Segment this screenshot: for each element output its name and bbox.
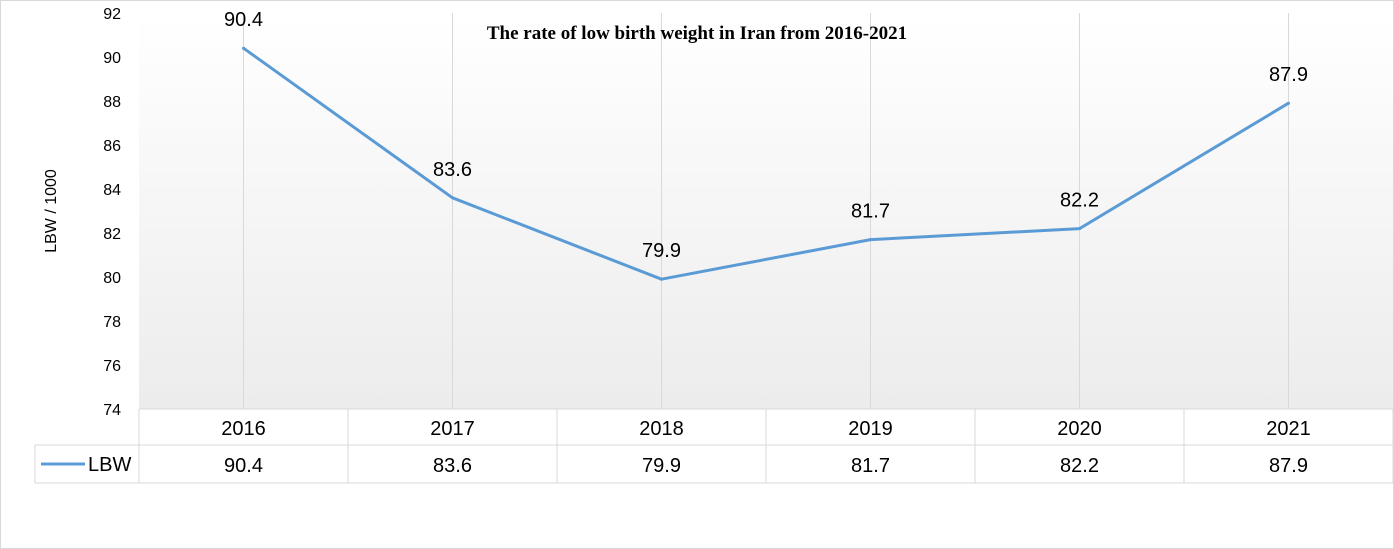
data-point <box>1078 227 1081 231</box>
data-point <box>660 277 663 281</box>
data-labels: 90.4 83.6 79.9 81.7 82.2 87.9 <box>224 9 1308 262</box>
table-value-cell: 87.9 <box>1269 455 1308 477</box>
table-value-cell: 81.7 <box>851 455 890 477</box>
y-axis-label: LBW / 1000 <box>43 169 60 253</box>
series-line-layer <box>242 46 1290 281</box>
y-tick-label: 76 <box>103 358 121 375</box>
y-tick-label: 74 <box>103 402 121 419</box>
x-category-label: 2017 <box>430 418 475 440</box>
y-tick-label: 84 <box>103 182 121 199</box>
x-category-label: 2019 <box>848 418 893 440</box>
y-tick-label: 82 <box>103 226 121 243</box>
y-tick-label: 86 <box>103 138 121 155</box>
chart-title: The rate of low birth weight in Iran fro… <box>487 23 907 44</box>
series-line-lbw <box>242 46 1290 281</box>
data-point <box>869 238 872 242</box>
data-label: 90.4 <box>224 9 263 31</box>
x-category-label: 2021 <box>1266 418 1311 440</box>
y-tick-label: 80 <box>103 270 121 287</box>
data-point <box>242 46 245 50</box>
x-category-label: 2018 <box>639 418 684 440</box>
y-tick-label: 78 <box>103 314 121 331</box>
table-value-cell: 82.2 <box>1060 455 1099 477</box>
y-tick-label: 92 <box>103 6 121 23</box>
data-table: 2016 2017 2018 2019 2020 2021 90.4 83.6 79.9 81.7… <box>34 408 1393 484</box>
y-axis-ticks: 74 76 78 80 82 84 86 88 90 92 <box>103 6 121 419</box>
data-label: 82.2 <box>1060 190 1099 212</box>
data-label: 83.6 <box>433 159 472 181</box>
data-label: 79.9 <box>642 240 681 262</box>
data-point <box>1287 101 1290 105</box>
data-label: 81.7 <box>851 201 890 223</box>
data-point <box>451 196 454 200</box>
y-tick-label: 90 <box>103 50 121 67</box>
vertical-gridlines <box>243 13 1289 409</box>
table-value-cell: 79.9 <box>642 455 681 477</box>
plot-area <box>139 13 1393 409</box>
y-tick-label: 88 <box>103 94 121 111</box>
x-category-label: 2016 <box>221 418 266 440</box>
data-label: 87.9 <box>1269 64 1308 86</box>
x-category-label: 2020 <box>1057 418 1102 440</box>
table-value-cell: 90.4 <box>224 455 263 477</box>
table-value-cell: 83.6 <box>433 455 472 477</box>
legend-label: LBW <box>88 454 131 476</box>
